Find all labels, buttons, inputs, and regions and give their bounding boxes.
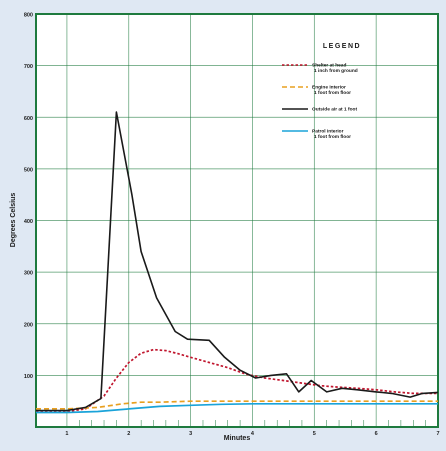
y-tick-label-700: 700 bbox=[24, 64, 33, 70]
x-tick-label-7: 7 bbox=[436, 431, 439, 437]
legend-sublabel-2: 1 foot from floor bbox=[314, 90, 351, 96]
y-tick-label-500: 500 bbox=[24, 167, 33, 173]
y-tick-label-100: 100 bbox=[24, 374, 33, 380]
y-tick-label-800: 800 bbox=[24, 13, 33, 19]
x-axis-label: Minutes bbox=[224, 435, 251, 442]
y-tick-label-400: 400 bbox=[24, 219, 33, 225]
legend-label-2: Engine interior bbox=[312, 85, 346, 91]
legend-label-1: Shelter at head bbox=[312, 63, 346, 69]
y-tick-label-600: 600 bbox=[24, 116, 33, 122]
legend-label-3: Outside air at 1 foot bbox=[312, 107, 357, 113]
legend-sublabel-4: 1 foot from floor bbox=[314, 134, 351, 140]
y-tick-label-300: 300 bbox=[24, 271, 33, 277]
x-tick-label-3: 3 bbox=[189, 431, 192, 437]
legend-label-4: Patrol interior bbox=[312, 129, 344, 135]
x-tick-label-6: 6 bbox=[375, 431, 378, 437]
legend-sublabel-1: 1 inch from ground bbox=[314, 68, 358, 74]
x-tick-label-5: 5 bbox=[313, 431, 316, 437]
x-tick-label-1: 1 bbox=[65, 431, 68, 437]
x-tick-label-2: 2 bbox=[127, 431, 130, 437]
y-tick-label-200: 200 bbox=[24, 322, 33, 328]
legend-title: LEGEND bbox=[323, 43, 361, 50]
y-axis-label: Degrees Celsius bbox=[10, 193, 17, 248]
